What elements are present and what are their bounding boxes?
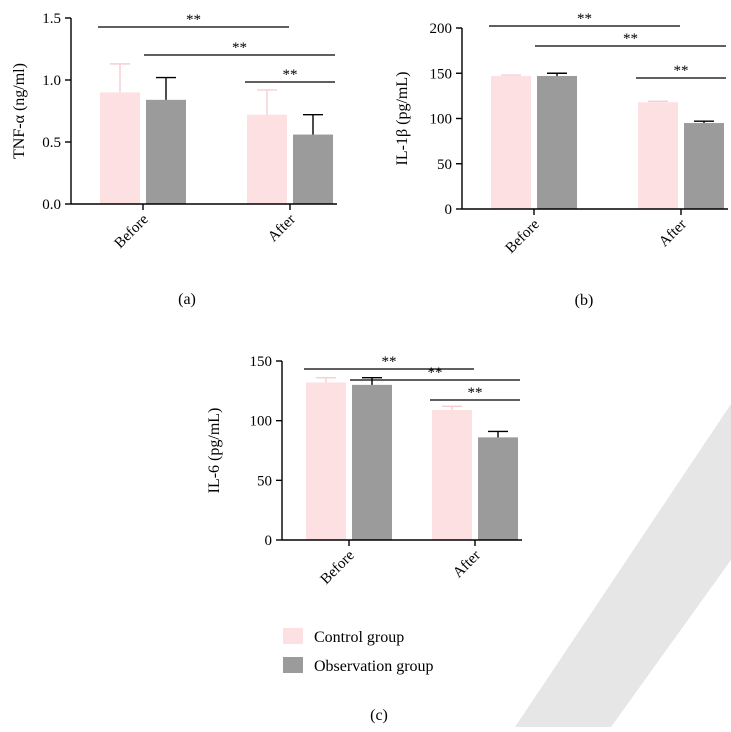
significance-label: ** xyxy=(382,354,397,370)
significance-label: ** xyxy=(623,31,638,47)
significance-label: ** xyxy=(186,12,201,28)
significance-label: ** xyxy=(674,63,689,79)
significance-label: ** xyxy=(232,40,247,56)
y-tick-label: 1.5 xyxy=(42,11,61,27)
y-axis-label: IL-6 (pg/mL) xyxy=(206,408,223,494)
y-tick-label: 150 xyxy=(430,66,453,82)
legend-label: Observation group xyxy=(314,658,434,675)
significance-label: ** xyxy=(428,365,443,381)
bar-after-series-1 xyxy=(684,123,724,209)
panel-caption: (b) xyxy=(575,292,594,309)
legend-label: Control group xyxy=(314,629,404,646)
chart-panel-a: 0.0 0.5 1.0 1.5 Before After TNF-α (ng/ml) ** **… xyxy=(11,11,337,308)
panel-caption: (a) xyxy=(178,291,196,308)
y-tick-label: 0.5 xyxy=(42,135,61,151)
significance-label: ** xyxy=(577,11,592,27)
y-tick-label: 100 xyxy=(250,414,273,430)
bar-before-series-1 xyxy=(146,99,186,204)
x-tick-label-after: After xyxy=(265,212,299,246)
x-tick-label-before: Before xyxy=(318,547,358,587)
bar-after-series-1 xyxy=(478,437,518,540)
bar-before-series-1 xyxy=(352,384,392,540)
y-axis-label: IL-1β (pg/mL) xyxy=(394,72,411,166)
y-tick-label: 100 xyxy=(430,112,453,128)
y-tick-label: 1.0 xyxy=(42,73,61,89)
bar-after-series-0 xyxy=(247,114,287,204)
y-tick-label: 0 xyxy=(445,202,453,218)
y-tick-label: 0 xyxy=(265,533,273,549)
bar-after-series-0 xyxy=(432,409,472,540)
x-tick-label-before: Before xyxy=(503,216,543,256)
y-tick-label: 0.0 xyxy=(42,197,61,213)
legend-swatch xyxy=(283,657,303,673)
y-tick-label: 50 xyxy=(257,473,272,489)
bar-before-series-1 xyxy=(537,75,577,209)
bar-before-series-0 xyxy=(491,75,531,209)
significance-label: ** xyxy=(468,385,483,401)
y-tick-label: 200 xyxy=(430,21,453,37)
significance-label: ** xyxy=(283,67,298,83)
y-tick-label: 50 xyxy=(437,157,452,173)
x-tick-label-after: After xyxy=(450,548,484,582)
bar-after-series-0 xyxy=(638,102,678,209)
bar-before-series-0 xyxy=(306,382,346,540)
chart-panel-c: 0 50 100 150 Before After IL-6 (pg/mL) ** ** ** (c… xyxy=(206,354,522,724)
x-tick-label-after: After xyxy=(656,217,690,251)
legend-swatch xyxy=(283,628,303,644)
x-tick-label-before: Before xyxy=(112,211,152,251)
bar-before-series-0 xyxy=(100,92,140,204)
y-tick-label: 150 xyxy=(250,354,273,370)
watermark-stripe xyxy=(515,404,731,727)
legend: Control group Observation group xyxy=(283,628,434,675)
y-axis-label: TNF-α (ng/ml) xyxy=(11,63,28,159)
panel-caption: (c) xyxy=(370,707,388,724)
chart-panel-b: 0 50 100 150 200 Before After IL-1β (pg/mL) ** **… xyxy=(394,11,728,309)
bar-after-series-1 xyxy=(293,134,333,204)
